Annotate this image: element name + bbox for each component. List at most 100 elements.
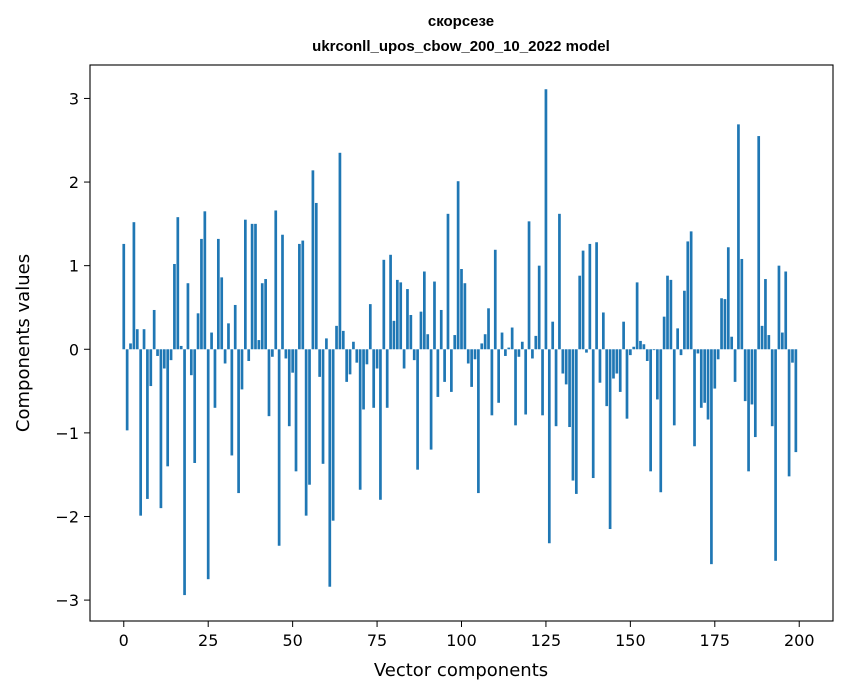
x-tick-label: 200 [784,631,815,650]
x-tick-label: 175 [700,631,731,650]
bar-component-178 [723,299,727,350]
bar-component-114 [507,347,511,350]
bar-component-141 [598,349,602,383]
bar-component-190 [764,279,767,350]
bar-component-158 [656,349,659,400]
bar-component-91 [429,349,433,450]
bar-component-105 [477,349,480,494]
bar-component-47 [281,234,284,350]
bar-component-112 [500,332,504,350]
bar-component-34 [237,349,240,494]
bar-component-69 [355,349,359,363]
bar-component-119 [524,349,528,415]
bar-component-25 [206,349,210,580]
bar-component-72 [365,349,369,365]
bar-component-169 [693,349,696,447]
bar-component-79 [389,254,392,350]
bar-component-122 [534,335,538,350]
bar-component-88 [419,311,423,350]
bar-component-83 [402,349,406,369]
bar-component-194 [777,265,781,350]
bar-component-142 [601,312,605,350]
bar-component-70 [358,349,362,490]
bar-component-74 [372,349,376,408]
bar-component-111 [497,349,500,403]
bar-component-109 [490,349,494,416]
chart-subtitle: ukrconll_upos_cbow_200_10_2022 model [312,38,610,55]
bar-component-148 [622,321,625,350]
y-tick-label: −3 [55,591,79,610]
bar-component-5 [139,349,143,516]
bar-component-16 [176,217,180,350]
bar-component-52 [298,243,301,350]
bar-component-182 [737,124,740,350]
bar-component-76 [379,349,382,500]
bar-component-73 [368,304,372,350]
bar-component-170 [696,349,700,354]
y-tick-label: −2 [55,507,79,526]
bar-component-38 [250,223,254,350]
bar-component-180 [730,336,734,350]
bar-component-197 [787,349,791,477]
bar-component-191 [767,335,771,350]
bar-component-27 [213,349,217,408]
bar-component-121 [531,349,534,359]
bar-component-163 [672,349,676,426]
bar-component-56 [311,170,315,350]
bar-component-61 [328,349,332,587]
bar-component-164 [676,328,679,350]
bar-component-95 [443,349,446,382]
bar-component-66 [345,349,349,382]
y-tick-label: −1 [55,424,79,443]
bar-component-71 [362,349,365,410]
bar-component-30 [223,349,227,364]
bar-component-100 [460,269,463,350]
bar-component-124 [541,349,544,416]
bar-component-120 [527,221,531,350]
bar-component-135 [578,275,582,350]
bar-component-21 [193,349,197,463]
bar-component-188 [757,136,761,350]
bar-component-110 [493,249,497,350]
bar-component-87 [416,349,419,470]
bar-component-162 [669,279,673,350]
x-tick-label: 75 [367,631,387,650]
bar-component-173 [706,349,710,420]
bar-component-154 [642,344,646,350]
bar-component-144 [608,349,612,530]
bar-component-175 [713,349,717,389]
bar-component-108 [487,308,490,350]
bar-component-29 [220,277,224,350]
bar-component-50 [291,349,294,373]
bars-group [122,89,798,596]
x-tick-label: 150 [615,631,646,650]
bar-component-86 [412,349,416,361]
bar-component-155 [645,349,649,361]
bar-component-60 [325,338,328,350]
bar-component-7 [146,349,149,499]
bar-component-49 [287,349,291,427]
bar-component-54 [304,349,308,516]
bar-component-134 [574,349,578,494]
bar-component-146 [615,349,619,374]
bar-component-161 [666,275,669,350]
bar-component-115 [510,327,514,350]
bar-component-31 [227,323,230,350]
bar-component-13 [166,349,170,467]
bar-component-153 [639,340,642,350]
bar-component-55 [308,349,311,485]
bar-component-99 [456,181,460,350]
bar-component-75 [375,349,379,369]
bar-component-92 [433,281,436,350]
bar-component-42 [264,279,267,350]
bar-component-166 [683,290,686,350]
bar-component-193 [774,349,777,561]
bar-component-33 [233,304,237,350]
bar-component-199 [794,349,798,453]
bar-component-3 [132,222,136,350]
y-axis-ticks: −3 −2 −1 0 1 2 3 [55,89,90,610]
bar-component-127 [551,321,555,350]
bar-component-48 [284,349,288,359]
bar-component-184 [743,349,747,402]
